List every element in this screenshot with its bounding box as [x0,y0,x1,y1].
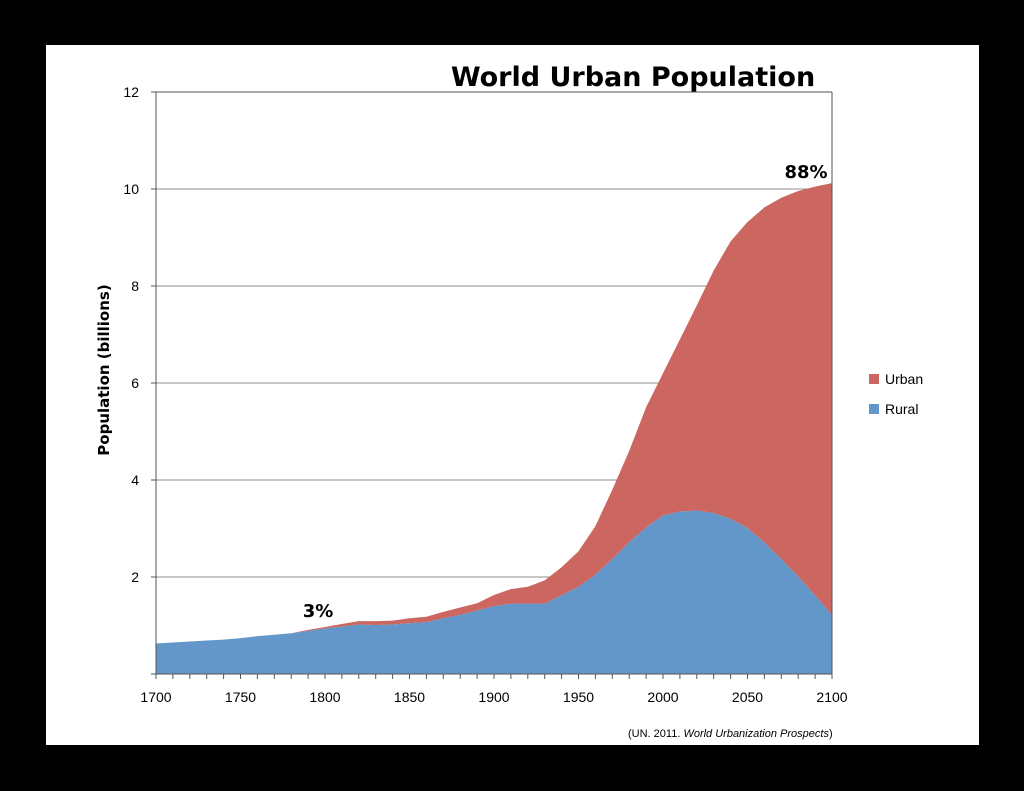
y-tick-label-8: 8 [131,278,139,294]
x-tick-label-2100: 2100 [816,689,847,705]
slide: 2 4 6 8 10 12 1700 1750 1800 1850 1900 1950 2000 205… [46,45,979,745]
legend-swatch-rural [869,404,879,414]
annotation-88-percent: 88% [784,162,827,183]
annotation-3-percent: 3% [303,601,334,622]
legend-swatch-urban [869,374,879,384]
x-tick-label-2050: 2050 [732,689,763,705]
source-title: World Urbanization Prospects [683,728,829,740]
chart: 2 4 6 8 10 12 1700 1750 1800 1850 1900 1950 2000 205… [46,45,979,745]
axes [151,91,833,679]
legend-label-rural: Rural [885,401,918,417]
area-layer [156,183,832,674]
y-tick-label-2: 2 [131,569,139,585]
chart-title: World Urban Population [451,62,815,93]
legend-label-urban: Urban [885,371,923,387]
x-tick-label-1950: 1950 [563,689,594,705]
area-series-urban [156,183,832,644]
y-tick-label-6: 6 [131,375,139,391]
legend: Urban Rural [869,371,923,417]
y-tick-label-12: 12 [123,84,139,100]
y-tick-label-4: 4 [131,472,139,488]
area-series-rural [156,510,832,674]
x-tick-label-2000: 2000 [647,689,678,705]
x-tick-labels: 1700 1750 1800 1850 1900 1950 2000 2050 2100 [140,689,847,705]
source-citation: (UN. 2011. World Urbanization Prospects) [628,728,833,740]
x-tick-label-1850: 1850 [394,689,425,705]
y-tick-labels: 2 4 6 8 10 12 [123,84,139,585]
y-axis-label: Population (billions) [95,284,113,455]
source-prefix: (UN. 2011. [628,728,683,740]
y-tick-label-10: 10 [123,181,139,197]
x-tick-label-1700: 1700 [140,689,171,705]
source-suffix: ) [829,728,833,740]
x-tick-label-1800: 1800 [309,689,340,705]
x-tick-label-1900: 1900 [478,689,509,705]
x-tick-label-1750: 1750 [225,689,256,705]
